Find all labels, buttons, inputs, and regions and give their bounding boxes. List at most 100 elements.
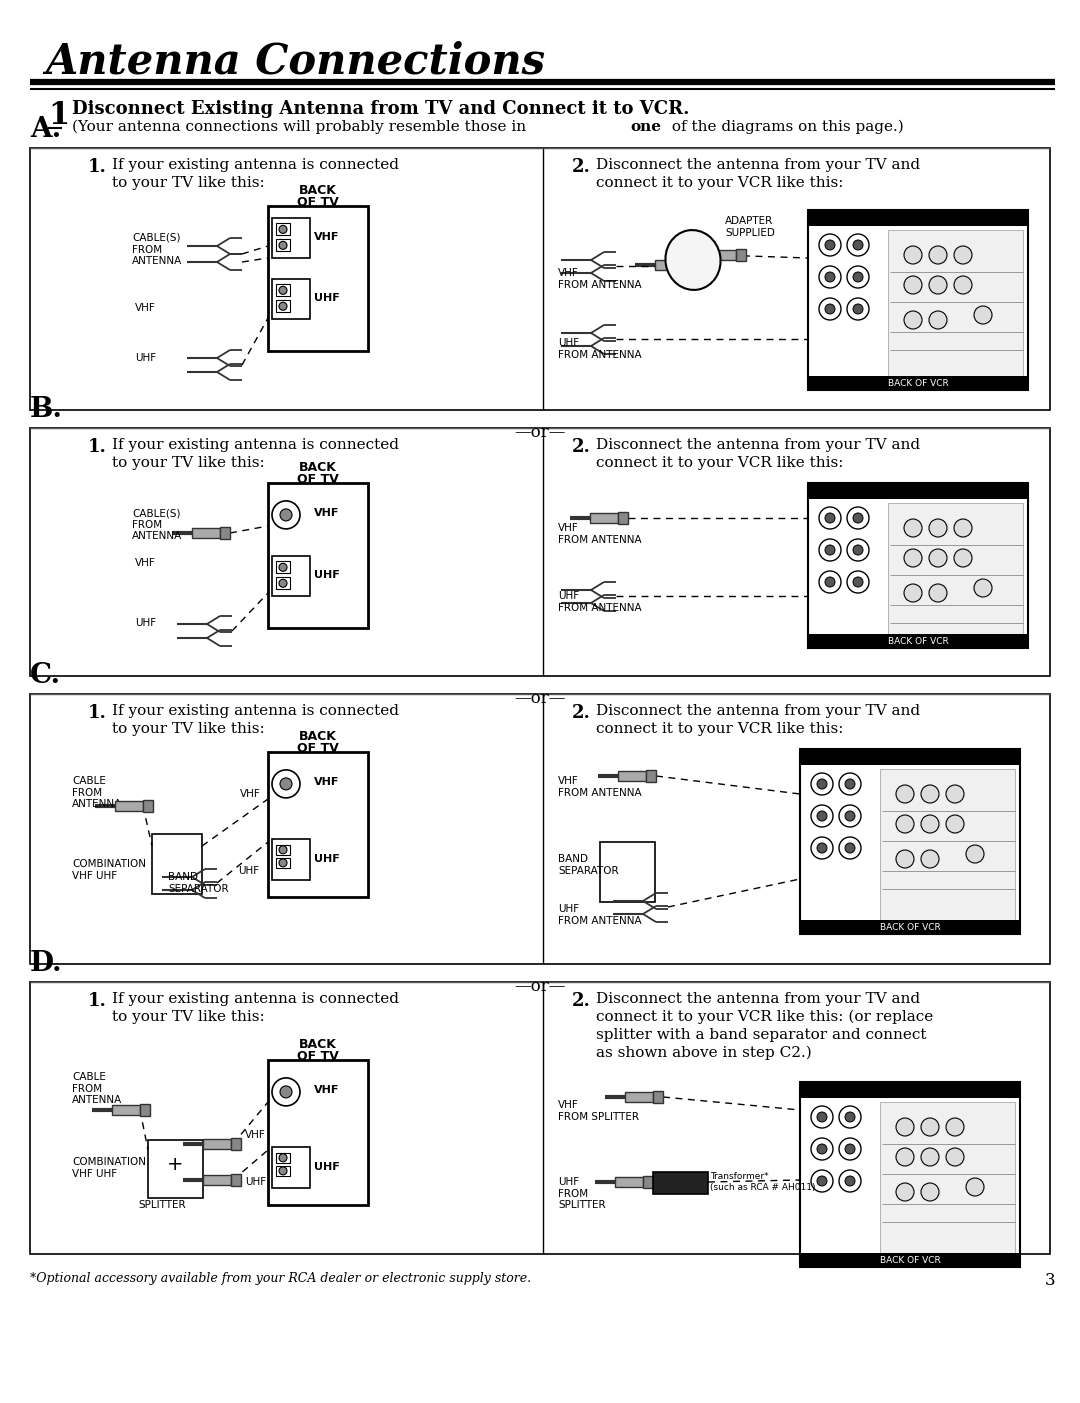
Text: VHF: VHF	[240, 788, 260, 798]
Text: Disconnect Existing Antenna from TV and Connect it to VCR.: Disconnect Existing Antenna from TV and …	[72, 100, 689, 118]
Circle shape	[847, 571, 869, 593]
Circle shape	[946, 1148, 964, 1166]
Text: to your TV like this:: to your TV like this:	[112, 175, 265, 189]
Circle shape	[819, 297, 841, 320]
Bar	[600, 842, 654, 902]
Bar	[653, 1172, 708, 1194]
Bar	[30, 147, 1050, 410]
Circle shape	[811, 1170, 833, 1193]
Text: BACK OF VCR: BACK OF VCR	[879, 923, 941, 932]
Circle shape	[279, 859, 287, 867]
Circle shape	[847, 297, 869, 320]
Circle shape	[954, 549, 972, 567]
Text: of the diagrams on this page.): of the diagrams on this page.)	[667, 121, 904, 135]
Bar	[272, 217, 310, 258]
Bar	[276, 1153, 291, 1163]
Text: VHF
FROM SPLITTER: VHF FROM SPLITTER	[558, 1100, 639, 1121]
Text: connect it to your VCR like this: (or replace: connect it to your VCR like this: (or re…	[596, 1010, 933, 1024]
Text: Disconnect the antenna from your TV and: Disconnect the antenna from your TV and	[596, 159, 920, 173]
Circle shape	[954, 519, 972, 537]
Bar	[618, 512, 627, 523]
Text: 1.: 1.	[87, 159, 107, 175]
Bar	[880, 1101, 1015, 1257]
Circle shape	[974, 306, 993, 324]
Text: OF TV: OF TV	[297, 196, 339, 209]
Circle shape	[896, 1118, 914, 1136]
Bar	[808, 483, 1028, 648]
Circle shape	[816, 1113, 827, 1122]
Bar	[653, 1092, 663, 1103]
Circle shape	[839, 1138, 861, 1160]
Bar	[276, 845, 291, 854]
Circle shape	[929, 549, 947, 567]
Bar	[800, 920, 1020, 934]
Text: Disconnect the antenna from your TV and: Disconnect the antenna from your TV and	[596, 992, 920, 1006]
Text: BAND
SEPARATOR: BAND SEPARATOR	[558, 854, 619, 875]
Text: COMBINATION
VHF UHF: COMBINATION VHF UHF	[72, 1157, 146, 1179]
Circle shape	[896, 1148, 914, 1166]
Circle shape	[853, 577, 863, 586]
Circle shape	[845, 1176, 855, 1186]
Circle shape	[811, 773, 833, 796]
Circle shape	[811, 1106, 833, 1128]
Bar	[272, 279, 310, 318]
Text: one: one	[630, 121, 661, 135]
Text: 3: 3	[1044, 1273, 1055, 1289]
Bar	[800, 749, 1020, 934]
Text: BACK: BACK	[299, 730, 337, 744]
Circle shape	[839, 805, 861, 826]
Bar	[276, 577, 291, 589]
Bar	[808, 376, 1028, 390]
Circle shape	[904, 584, 922, 602]
Circle shape	[921, 850, 939, 868]
Text: CABLE(S)
FROM
ANTENNA: CABLE(S) FROM ANTENNA	[132, 508, 183, 542]
Bar	[30, 428, 1050, 676]
Circle shape	[853, 272, 863, 282]
Bar	[268, 206, 368, 351]
Text: to your TV like this:: to your TV like this:	[112, 723, 265, 737]
Circle shape	[272, 501, 300, 529]
Text: SPLITTER: SPLITTER	[138, 1200, 186, 1209]
Circle shape	[279, 302, 287, 310]
Text: VHF: VHF	[314, 508, 339, 518]
Text: UHF
FROM
SPLITTER: UHF FROM SPLITTER	[558, 1177, 606, 1211]
Text: VHF: VHF	[314, 231, 339, 243]
Circle shape	[279, 579, 287, 588]
Circle shape	[279, 241, 287, 250]
Text: UHF: UHF	[314, 853, 340, 863]
Bar	[276, 561, 291, 574]
Bar	[220, 528, 230, 539]
Bar	[808, 210, 1028, 390]
Circle shape	[847, 267, 869, 288]
Text: CABLE
FROM
ANTENNA: CABLE FROM ANTENNA	[72, 776, 122, 810]
Text: BACK OF VCR: BACK OF VCR	[888, 637, 948, 645]
Bar	[808, 634, 1028, 648]
Bar	[112, 1106, 140, 1115]
Circle shape	[921, 815, 939, 833]
Circle shape	[847, 539, 869, 561]
Text: BACK: BACK	[299, 184, 337, 196]
Bar	[888, 230, 1023, 380]
Circle shape	[825, 272, 835, 282]
Bar	[888, 504, 1023, 638]
Text: COMBINATION
VHF UHF: COMBINATION VHF UHF	[72, 859, 146, 881]
Text: UHF: UHF	[245, 1177, 266, 1187]
Circle shape	[280, 777, 292, 790]
Circle shape	[929, 311, 947, 328]
Bar	[800, 1082, 1020, 1099]
Bar	[590, 513, 618, 523]
Circle shape	[847, 506, 869, 529]
Text: Disconnect the antenna from your TV and: Disconnect the antenna from your TV and	[596, 438, 920, 452]
Circle shape	[966, 1179, 984, 1195]
Text: D.: D.	[30, 950, 63, 976]
Circle shape	[816, 779, 827, 788]
Text: OF TV: OF TV	[297, 473, 339, 485]
Bar	[143, 800, 153, 812]
Circle shape	[825, 513, 835, 523]
Bar	[880, 769, 1015, 925]
Text: C.: C.	[30, 662, 62, 689]
Text: CABLE
FROM
ANTENNA: CABLE FROM ANTENNA	[72, 1072, 122, 1106]
Text: If your existing antenna is connected: If your existing antenna is connected	[112, 992, 399, 1006]
Circle shape	[954, 276, 972, 295]
Circle shape	[816, 1143, 827, 1155]
